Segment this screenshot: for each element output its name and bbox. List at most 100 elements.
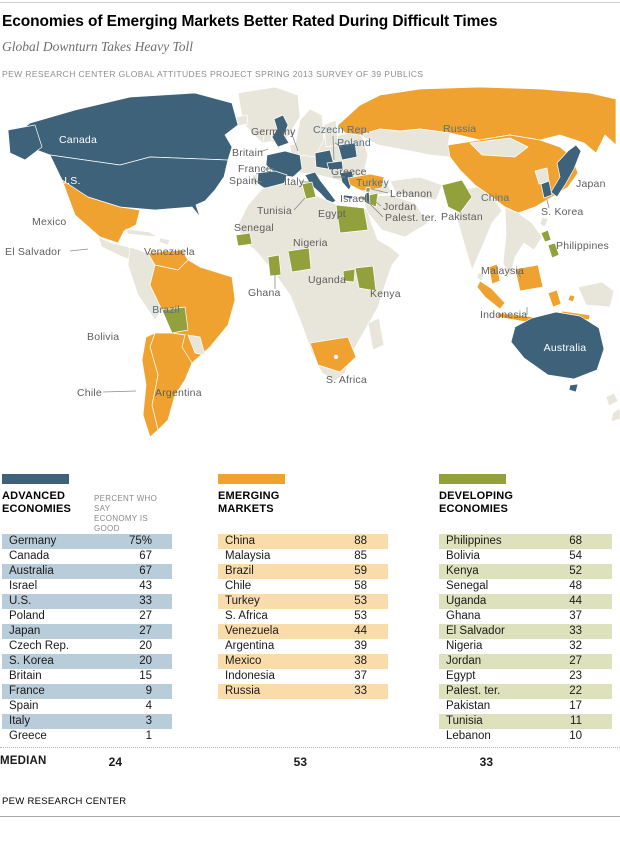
table-row-kenya: Kenya 52 (439, 564, 612, 579)
table-row-argentina: Argentina 39 (218, 639, 388, 654)
table-row-uganda: Uganda 44 (439, 594, 612, 609)
country-value: 22 (569, 685, 582, 697)
map-label-ghana: Ghana (248, 287, 281, 299)
map-label-czech-rep: Czech Rep. (313, 124, 370, 136)
table-row-brazil: Brazil 59 (218, 564, 388, 579)
landmass-lesotho (333, 354, 339, 360)
landmass-southeast-asia (502, 206, 543, 278)
map-label-nigeria: Nigeria (293, 237, 328, 249)
country-name: Greece (9, 730, 47, 742)
country-britain (271, 114, 290, 148)
country-name: Kenya (446, 565, 479, 577)
leader-line-s-korea (546, 199, 550, 209)
country-name: Nigeria (446, 640, 483, 652)
landmass-new-zealand (605, 392, 619, 407)
country-value: 59 (354, 565, 367, 577)
map-label-kenya: Kenya (370, 288, 401, 300)
map-label-israel: Israel (340, 193, 367, 205)
emerging-title-line1: EMERGING (218, 490, 280, 502)
country-value: 27 (569, 655, 582, 667)
table-row-australia: Australia 67 (2, 564, 172, 579)
country-indonesia-sumatra (476, 280, 506, 310)
map-label-france: France (238, 163, 272, 175)
landmass-ireland (262, 129, 273, 144)
advanced-table-title: ADVANCED ECONOMIES (2, 490, 172, 516)
country-mexico (61, 179, 141, 244)
footer-brand: PEW RESEARCH CENTER (2, 796, 127, 807)
country-name: Canada (9, 550, 50, 562)
leader-line-poland (334, 142, 343, 148)
advanced-rows: Germany 75% Canada 67 Australia 67 Israel 43 U.S… (2, 534, 172, 744)
country-name: Japan (9, 625, 41, 637)
country-value: 23 (569, 670, 582, 682)
country-name: S. Korea (9, 655, 54, 667)
map-label-lebanon: Lebanon (390, 188, 432, 200)
country-name: Russia (225, 685, 261, 697)
map-label-pakistan: Pakistan (441, 211, 483, 223)
leader-line-britain (259, 148, 269, 153)
country-name: Australia (9, 565, 54, 577)
page-title: Economies of Emerging Markets Better Rat… (2, 13, 498, 30)
landmass-iran (389, 176, 443, 201)
table-row-jordan: Jordan 27 (439, 654, 612, 669)
map-label-turkey: Turkey (356, 177, 389, 189)
country-us-alaska (7, 124, 43, 161)
country-indonesia-sulawesi (547, 289, 562, 308)
country-pakistan (441, 179, 473, 214)
country-value: 52 (569, 565, 582, 577)
median-row: MEDIAN 24 53 33 (0, 747, 620, 776)
landmass-paraguay-uruguay (187, 334, 206, 356)
table-row-spain: Spain 4 (2, 699, 172, 714)
map-label-jordan: Jordan (383, 201, 416, 213)
leader-line-lebanon (370, 188, 389, 194)
country-value: 68 (569, 535, 582, 547)
country-value: 3 (145, 715, 152, 727)
table-row-ghana: Ghana 37 (439, 609, 612, 624)
map-label-palest-ter: Palest. ter. (385, 212, 437, 224)
map-label-spain: Spain (229, 175, 257, 187)
leader-line-jordan (375, 201, 382, 207)
country-name: Britain (9, 670, 42, 682)
country-value: 9 (145, 685, 152, 697)
map-label-canada: Canada (59, 134, 97, 146)
map-label-argentina: Argentina (155, 387, 202, 399)
country-name: S. Africa (225, 610, 268, 622)
world-map-svg: Canada U.S. Mexico El Salvador Venezuela Braz… (0, 85, 620, 472)
map-label-el-salvador: El Salvador (5, 246, 61, 258)
country-value: 75% (128, 535, 152, 547)
leader-line-palest-ter (366, 200, 384, 218)
country-name: Malaysia (225, 550, 271, 562)
percent-note-line1: PERCENT WHO SAY (94, 494, 158, 513)
country-name: Lebanon (446, 730, 491, 742)
country-name: Brazil (225, 565, 254, 577)
country-south-korea (540, 180, 553, 199)
table-row-russia: Russia 33 (218, 684, 388, 699)
developing-table-title: DEVELOPING ECONOMIES (439, 490, 612, 516)
map-label-mexico: Mexico (32, 216, 66, 228)
median-value-advanced: 24 (108, 755, 122, 769)
table-row-pakistan: Pakistan 17 (439, 699, 612, 714)
map-label-senegal: Senegal (234, 222, 274, 234)
landmass-madagascar (367, 317, 385, 351)
percent-note-line2: ECONOMY IS GOOD (94, 514, 148, 533)
country-bolivia (161, 306, 189, 334)
country-australia (510, 311, 605, 380)
table-row-u-s: U.S. 33 (2, 594, 172, 609)
country-name: Philippines (446, 535, 502, 547)
country-name: Pakistan (446, 700, 491, 712)
landmass-new-zealand-south (610, 407, 620, 423)
developing-title-line2: ECONOMIES (439, 503, 509, 515)
country-value: 33 (569, 625, 582, 637)
country-name: El Salvador (446, 625, 505, 637)
table-row-canada: Canada 67 (2, 549, 172, 564)
country-name: Chile (225, 580, 252, 592)
table-row-nigeria: Nigeria 32 (439, 639, 612, 654)
map-labels: Canada U.S. Mexico El Salvador Venezuela Braz… (5, 123, 609, 399)
country-value: 10 (569, 730, 582, 742)
map-label-russia: Russia (443, 123, 476, 135)
country-lebanon (365, 186, 371, 193)
landmass-new-guinea (577, 281, 615, 308)
country-name: Israel (9, 580, 38, 592)
table-row-malaysia: Malaysia 85 (218, 549, 388, 564)
table-emerging-markets: EMERGING MARKETS China 88 Malaysia 85 Brazil… (218, 474, 388, 699)
